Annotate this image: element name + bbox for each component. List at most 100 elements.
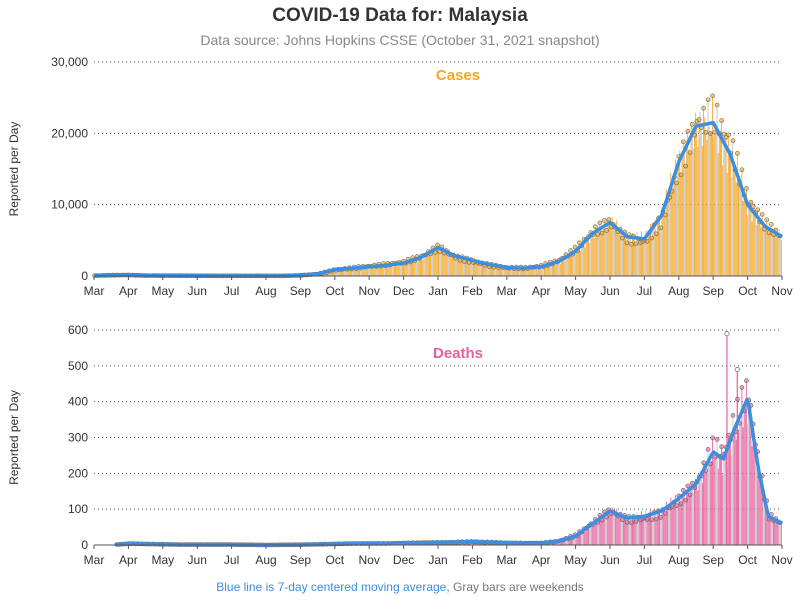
daily-bar [456, 257, 458, 276]
daily-bar [624, 232, 626, 276]
daily-bar [339, 269, 341, 276]
daily-point [653, 231, 659, 237]
daily-bar [451, 255, 453, 276]
daily-bar [708, 461, 710, 545]
daily-bar [679, 493, 681, 545]
daily-point [658, 515, 664, 520]
daily-bar [538, 267, 540, 276]
daily-bar [357, 266, 359, 276]
daily-bar [564, 261, 566, 276]
x-tick-label: Nov [359, 553, 380, 567]
x-tick-label: Jun [188, 284, 207, 298]
daily-bar [739, 184, 741, 276]
daily-bar [409, 261, 411, 276]
daily-bar [364, 267, 366, 276]
daily-bar [723, 134, 725, 276]
daily-bar [569, 536, 571, 545]
daily-bar [770, 514, 772, 545]
x-tick-label: Apr [119, 553, 138, 567]
daily-bar [558, 260, 560, 276]
daily-bar [666, 200, 668, 276]
x-tick-label: Oct [325, 284, 344, 298]
daily-bar [656, 217, 658, 276]
daily-point [705, 97, 711, 103]
daily-bar [545, 263, 547, 276]
daily-bar [726, 172, 728, 276]
daily-bar [744, 195, 746, 276]
daily-bar [597, 522, 598, 545]
daily-bar [354, 268, 356, 276]
daily-bar [636, 231, 638, 276]
daily-bar [434, 252, 436, 276]
daily-bar [699, 471, 701, 545]
daily-bar [628, 234, 630, 276]
daily-bar [741, 387, 743, 545]
daily-bar [681, 496, 683, 545]
daily-bar [646, 519, 648, 545]
daily-bar [637, 517, 639, 545]
daily-bar [571, 537, 573, 545]
daily-bar [675, 182, 677, 276]
daily-bar [591, 231, 593, 276]
daily-bar [577, 534, 579, 545]
daily-bar [768, 232, 770, 276]
daily-bar [400, 263, 402, 276]
daily-bar [680, 503, 682, 545]
daily-bar [734, 170, 736, 276]
daily-bar [387, 263, 389, 276]
daily-point [653, 516, 659, 522]
daily-bar [625, 514, 627, 545]
daily-bar [547, 265, 549, 276]
daily-bar [559, 541, 561, 545]
daily-bar [599, 222, 601, 276]
daily-bar [733, 165, 735, 276]
daily-bar [647, 515, 649, 545]
daily-bar [369, 266, 371, 276]
daily-bar [707, 99, 709, 277]
daily-bar [608, 509, 610, 545]
daily-bar [707, 449, 709, 545]
y-tick-label: 600 [68, 323, 88, 337]
daily-bar [606, 230, 608, 276]
x-tick-label: Nov [771, 284, 792, 298]
daily-point [696, 117, 702, 122]
daily-bar [692, 148, 694, 276]
daily-bar [745, 380, 747, 545]
daily-bar [731, 177, 733, 276]
daily-bar [583, 239, 585, 276]
daily-bar [607, 220, 609, 276]
daily-bar [368, 268, 370, 276]
daily-bar [582, 242, 584, 276]
daily-bar [348, 267, 350, 276]
daily-bar [492, 264, 494, 276]
daily-bar [601, 520, 603, 545]
x-tick-label: Jul [224, 284, 239, 298]
daily-bar [639, 519, 641, 545]
x-tick-label: Dec [393, 284, 414, 298]
daily-bar [763, 499, 765, 545]
daily-point [602, 218, 607, 223]
daily-bar [481, 263, 483, 276]
daily-bar [751, 221, 753, 276]
daily-bar [780, 240, 782, 276]
page-title: COVID-19 Data for: Malaysia [272, 5, 528, 26]
daily-bar [624, 515, 626, 545]
daily-bar [756, 468, 758, 545]
daily-bar [648, 514, 650, 545]
daily-bar [566, 538, 568, 545]
daily-bar [588, 526, 589, 545]
daily-bar [749, 203, 751, 276]
y-tick-label: 200 [68, 466, 88, 480]
y-axis-label: Reported per Day [7, 122, 21, 217]
daily-bar [714, 132, 716, 276]
daily-bar [706, 140, 708, 276]
daily-bar [518, 268, 520, 276]
daily-point [599, 230, 605, 236]
daily-bar [452, 255, 454, 276]
daily-bar [417, 261, 419, 276]
daily-bar [533, 267, 535, 276]
daily-bar [580, 250, 582, 276]
daily-bar [590, 232, 592, 276]
daily-bar [776, 523, 778, 545]
daily-bar [659, 216, 661, 276]
